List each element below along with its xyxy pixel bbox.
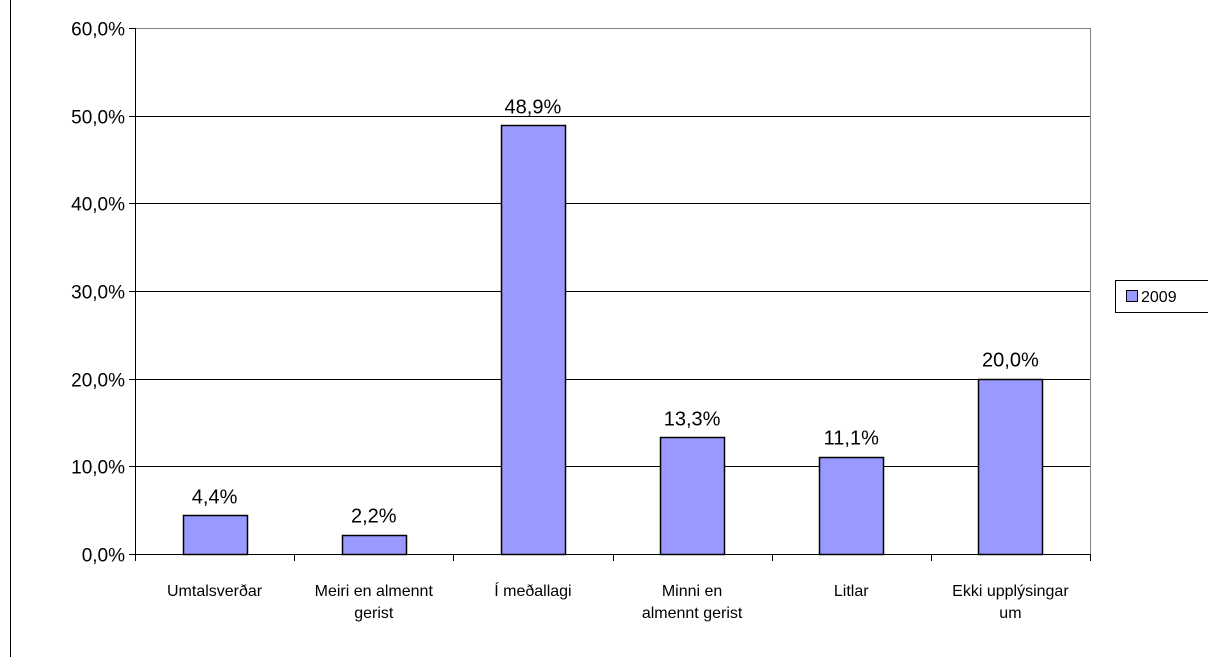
x-tick-label: Meiri en almennt [315,583,434,600]
bar [184,516,248,555]
data-label: 2,2% [351,506,397,528]
legend: 2009 [1116,281,1208,313]
y-tick-label: 50,0% [71,108,125,129]
x-tick-label: almennt gerist [642,605,743,622]
y-tick-label: 30,0% [71,283,125,304]
data-label: 48,9% [505,96,562,118]
data-label: 4,4% [192,486,238,508]
x-tick-label: Í meðallagi [494,581,571,600]
x-tick-label: Umtalsverðar [167,583,263,600]
bar [343,536,407,555]
y-tick-label: 40,0% [71,195,125,216]
y-tick-label: 0,0% [82,546,125,567]
legend-label-2009: 2009 [1141,289,1177,306]
y-tick-label: 20,0% [71,371,125,392]
x-tick-label: Litlar [834,583,869,600]
x-tick-label: Ekki upplýsingar [952,583,1069,600]
data-label: 13,3% [664,408,721,430]
x-tick-label: Minni en [662,583,722,600]
x-tick-label: gerist [354,605,394,622]
x-tick-label: um [999,605,1021,622]
legend-swatch-2009 [1127,291,1138,302]
data-label: 20,0% [982,350,1039,372]
data-label: 11,1% [824,428,879,450]
grid-layer [135,29,1091,555]
bar [502,126,566,555]
bar [820,458,884,555]
y-tick-label: 60,0% [71,20,125,41]
y-tick-label: 10,0% [71,458,125,479]
bar [979,380,1043,555]
bar [661,438,725,555]
